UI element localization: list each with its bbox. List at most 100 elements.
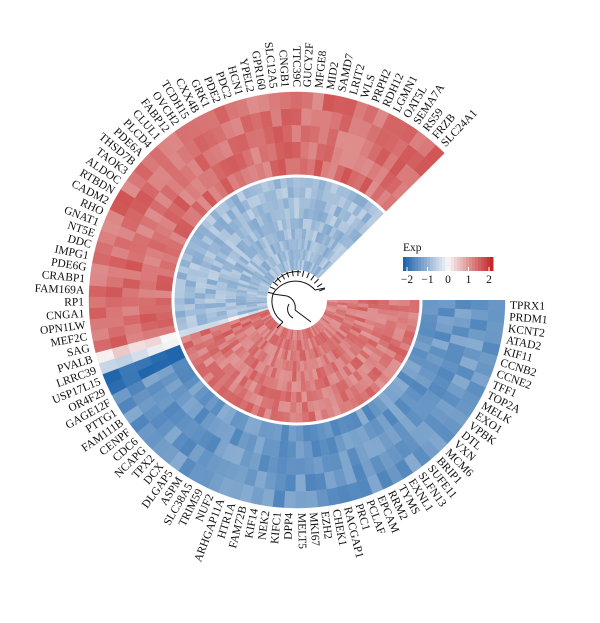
inner-ring-cell [317, 232, 326, 244]
outer-ring-cell [406, 150, 426, 171]
inner-ring-cell [256, 294, 268, 298]
outer-ring-cell [109, 334, 128, 349]
inner-ring-cell [245, 208, 256, 221]
inner-ring-cell [277, 337, 284, 349]
inner-ring-cell [196, 346, 209, 357]
outer-ring-cell [88, 284, 107, 298]
outer-ring-cell [454, 399, 476, 418]
inner-ring-cell [282, 197, 290, 209]
inner-ring-cell [327, 338, 337, 349]
inner-ring-cell [332, 228, 342, 240]
inner-ring-cell [343, 399, 355, 413]
outer-ring-cell [172, 224, 192, 240]
outer-ring-cell [106, 265, 126, 279]
inner-ring-cell [237, 386, 249, 400]
inner-ring-cell [358, 349, 371, 361]
inner-ring-cell [307, 401, 315, 413]
outer-ring-cell [142, 254, 162, 268]
inner-ring-cell [246, 293, 257, 298]
outer-ring-cell [315, 489, 330, 508]
outer-ring-cell [236, 430, 251, 450]
inner-ring-cell [346, 213, 357, 226]
outer-ring-cell [401, 433, 421, 454]
inner-ring-cell [261, 236, 270, 248]
inner-ring-cell [226, 312, 238, 319]
outer-ring-cell [390, 138, 410, 159]
outer-ring-cell [309, 125, 321, 144]
inner-ring-cell [314, 410, 323, 422]
inner-ring-cell [287, 260, 292, 271]
outer-ring-cell [154, 222, 174, 239]
inner-ring-cell [251, 334, 262, 344]
legend-swatch [478, 257, 482, 271]
inner-ring-cell [365, 215, 378, 228]
inner-ring-cell [259, 339, 269, 351]
inner-ring-cell [229, 192, 242, 206]
inner-ring-cell [313, 323, 322, 334]
inner-ring-cell [208, 346, 221, 357]
outer-ring-cell [178, 188, 197, 207]
outer-ring-cell [89, 317, 108, 331]
inner-ring-cell [324, 327, 334, 338]
inner-ring-cell [365, 315, 377, 323]
inner-ring-cell [305, 338, 311, 350]
inner-ring-cell [255, 203, 266, 216]
inner-ring-cell [369, 351, 382, 363]
outer-ring-cell [400, 364, 419, 381]
outer-ring-cell [95, 348, 115, 364]
outer-ring-cell [374, 147, 392, 167]
inner-ring-cell [251, 275, 262, 283]
inner-ring-cell [265, 331, 275, 342]
inner-ring-cell [389, 358, 403, 370]
inner-ring-cell [316, 210, 325, 222]
inner-ring-cell [324, 309, 336, 316]
inner-ring-cell [240, 273, 252, 281]
outer-ring-cell [125, 331, 144, 345]
inner-ring-cell [341, 236, 352, 248]
outer-ring-cell [321, 454, 334, 473]
inner-ring-cell [337, 328, 348, 338]
inner-ring-cell [388, 300, 400, 306]
inner-ring-cell [240, 252, 252, 263]
inner-ring-cell [197, 366, 211, 379]
inner-ring-cell [306, 390, 313, 403]
inner-ring-cell [260, 262, 270, 272]
outer-ring-cell [233, 169, 248, 189]
inner-ring-cell [293, 259, 297, 271]
inner-ring-cell [227, 315, 239, 322]
legend-tick-label: 1 [466, 274, 472, 286]
inner-ring-cell [266, 245, 275, 257]
inner-ring-cell [254, 336, 264, 347]
inner-ring-cell [315, 356, 324, 368]
inner-ring-cell [226, 392, 238, 405]
inner-ring-cell [218, 272, 230, 280]
dendrogram-leaf [276, 277, 282, 283]
outer-ring-cell [399, 124, 419, 145]
outer-ring-cell [224, 101, 241, 121]
inner-ring-cell [245, 233, 256, 245]
inner-ring-cell [326, 250, 336, 261]
inner-ring-cell [236, 348, 248, 359]
outer-ring-cell [203, 394, 221, 412]
inner-ring-cell [194, 303, 206, 310]
inner-ring-cell [224, 332, 236, 342]
outer-ring-cell [385, 445, 404, 465]
inner-ring-cell [255, 252, 266, 263]
inner-ring-cell [295, 391, 302, 403]
outer-ring-cell [374, 128, 392, 148]
inner-ring-cell [342, 365, 353, 377]
outer-ring-cell [436, 366, 456, 383]
inner-ring-cell [320, 234, 329, 246]
inner-ring-cell [235, 330, 247, 340]
outer-ring-cell [304, 473, 317, 492]
inner-ring-cell [305, 177, 314, 189]
inner-ring-cell [288, 360, 294, 372]
inner-ring-cell [242, 222, 253, 235]
inner-ring-cell [339, 354, 350, 366]
legend-swatch [460, 257, 464, 271]
inner-ring-cell [337, 402, 349, 415]
dendrogram [267, 270, 326, 329]
legend-swatch [472, 257, 476, 271]
inner-ring-cell [378, 357, 391, 369]
inner-ring-cell [254, 322, 265, 331]
